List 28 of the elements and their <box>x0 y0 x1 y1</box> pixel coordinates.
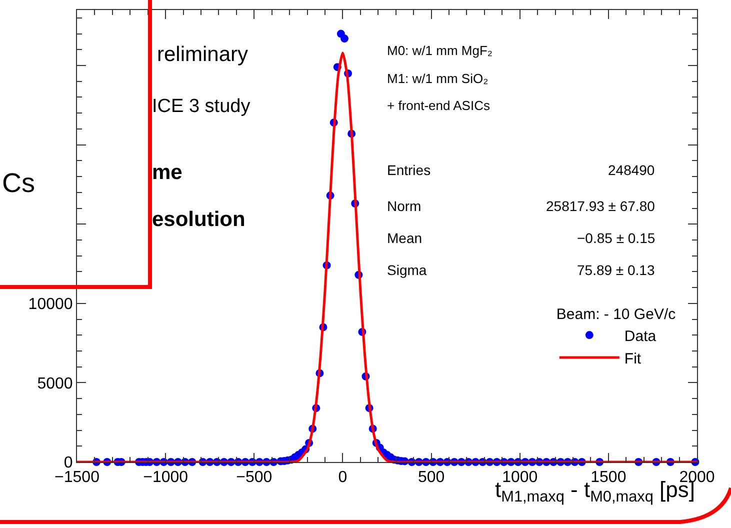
legend-label: Fit <box>624 350 642 368</box>
annotation: M0: w/1 mm MgF₂ <box>387 43 492 58</box>
text: Cs <box>2 168 35 198</box>
annotation: −0.85 ± 0.15 <box>577 230 656 246</box>
legend-title: Beam: - 10 GeV/c <box>556 306 676 323</box>
annotation: + front-end ASICs <box>387 98 490 113</box>
x-tick-label: −1000 <box>143 469 188 486</box>
annotation: Norm <box>387 198 422 214</box>
annotation: ICE 3 study <box>152 96 251 117</box>
x-tick-label: −1500 <box>54 469 100 486</box>
y-tick-label: 5000 <box>37 375 73 392</box>
annotation: me <box>152 161 182 184</box>
x-tick-label: 500 <box>418 469 445 486</box>
annotation: 25817.93 ± 67.80 <box>546 198 656 214</box>
annotation: Entries <box>387 162 431 178</box>
annotation: reliminary <box>157 43 249 66</box>
x-tick-label: 1500 <box>590 469 626 486</box>
annotation: M1: w/1 mm SiO₂ <box>387 71 488 86</box>
y-tick-label: 10000 <box>28 296 73 313</box>
x-tick-label: −500 <box>236 469 272 486</box>
annotation: Mean <box>387 230 422 246</box>
annotation: Sigma <box>387 262 427 278</box>
legend-label: Data <box>624 328 657 345</box>
annotation: 75.89 ± 0.13 <box>577 262 655 278</box>
annotation: 248490 <box>608 162 655 178</box>
y-tick-label: 0 <box>64 454 73 472</box>
annotation: esolution <box>152 208 246 231</box>
x-tick-label: 0 <box>338 469 348 486</box>
